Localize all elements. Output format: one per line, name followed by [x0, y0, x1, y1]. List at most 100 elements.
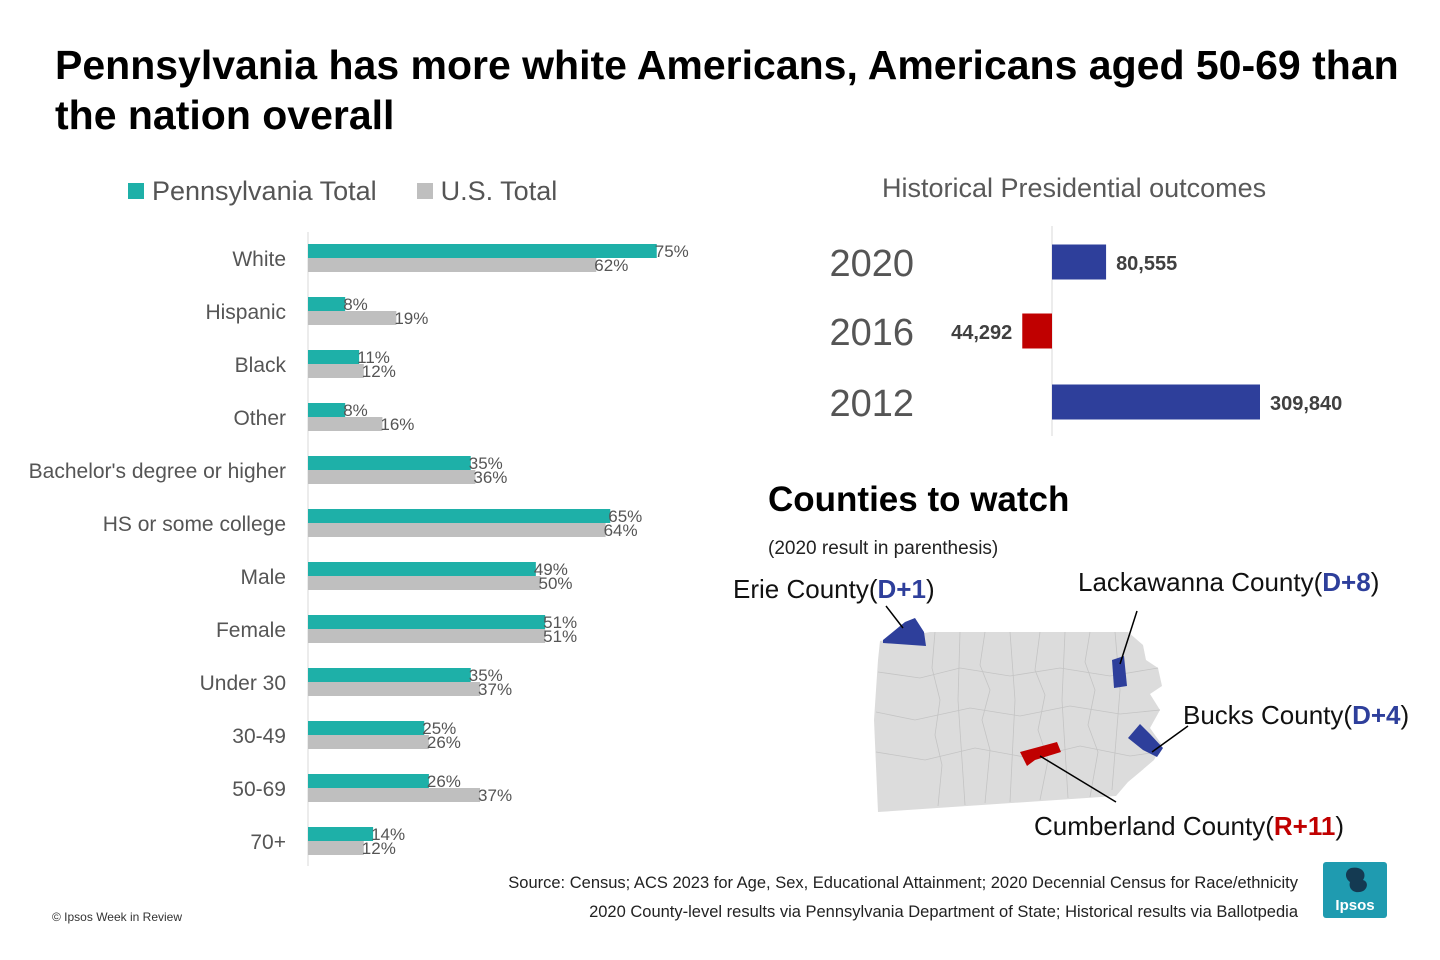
outcome-value-label-2016: 44,292: [951, 322, 1012, 344]
pa-bar-bachelor-s-degree-or-higher: [308, 456, 471, 470]
pa-value-label-other: 8%: [343, 401, 368, 420]
category-label-male: Male: [240, 566, 286, 589]
us-bar-50-69: [308, 788, 481, 802]
legend-swatch-pennsylvania: [128, 183, 144, 199]
bucks-callout-line: [1151, 725, 1189, 753]
cumberland-callout-line: [1039, 755, 1117, 803]
year-label-2020: 2020: [829, 243, 914, 285]
county-boundaries: [875, 631, 1161, 807]
chart-legend: Pennsylvania Total U.S. Total: [128, 174, 557, 208]
us-bar-black: [308, 364, 364, 378]
pa-value-label-white: 75%: [655, 242, 689, 261]
us-value-label-male: 50%: [539, 574, 573, 593]
pa-value-label-bachelor-s-degree-or-higher: 35%: [469, 454, 503, 473]
pa-value-label-under-30: 35%: [469, 666, 503, 685]
pa-bar-black: [308, 350, 360, 364]
category-label-70: 70+: [250, 831, 286, 854]
county-result-lackawanna: D+8: [1322, 567, 1371, 597]
county-label-cumberland: Cumberland County(R+11): [1034, 811, 1345, 841]
source-line-2: 2020 County-level results via Pennsylvan…: [589, 903, 1298, 921]
pa-bar-70: [308, 827, 374, 841]
category-label-female: Female: [216, 619, 286, 642]
us-value-label-black: 12%: [362, 362, 396, 381]
pa-value-label-male: 49%: [534, 560, 568, 579]
lackawanna-callout-line: [1119, 610, 1138, 665]
us-bar-hispanic: [308, 311, 397, 325]
us-bar-30-49: [308, 735, 429, 749]
pa-bar-50-69: [308, 774, 429, 788]
us-bar-under-30: [308, 682, 481, 696]
erie-callout-line: [885, 605, 904, 629]
cumberland-county-shape: [1020, 742, 1061, 766]
us-bar-70: [308, 841, 364, 855]
logo-text: Ipsos: [1335, 897, 1375, 914]
us-value-label-other: 16%: [380, 415, 414, 434]
pa-bar-under-30: [308, 668, 471, 682]
lackawanna-county-shape: [1112, 656, 1127, 688]
county-result-cumberland: R+11: [1273, 811, 1336, 841]
pa-value-label-hs-or-some-college: 65%: [608, 507, 642, 526]
county-label-erie: Erie County(D+1): [733, 574, 935, 604]
demographics-bar-chart: White 75%62%Hispanic 8%19%Black 11%12%Other…: [29, 232, 689, 866]
legend-swatch-us: [416, 183, 433, 199]
us-value-label-white: 62%: [594, 256, 628, 275]
ipsos-logo: Ipsos: [1323, 862, 1387, 918]
counties-subtitle: (2020 result in parenthesis): [768, 538, 999, 559]
county-result-bucks: D+4: [1352, 700, 1401, 730]
source-line-1: Source: Census; ACS 2023 for Age, Sex, E…: [508, 874, 1298, 892]
legend-label-pennsylvania: Pennsylvania Total: [152, 175, 377, 206]
us-bar-other: [308, 417, 383, 431]
us-value-label-hispanic: 19%: [394, 309, 428, 328]
category-label-hs-or-some-college: HS or some college: [103, 513, 286, 536]
us-bar-bachelor-s-degree-or-higher: [308, 470, 476, 484]
us-bar-female: [308, 629, 546, 643]
pa-bar-female: [308, 615, 546, 629]
outcome-value-label-2020: 80,555: [1116, 253, 1177, 275]
us-value-label-50-69: 37%: [478, 786, 512, 805]
category-label-white: White: [232, 248, 286, 271]
page-title: Pennsylvania has more white Americans, A…: [55, 42, 1399, 138]
us-value-label-hs-or-some-college: 64%: [604, 521, 638, 540]
us-value-label-30-49: 26%: [427, 733, 461, 752]
pa-bar-30-49: [308, 721, 425, 735]
category-label-black: Black: [235, 354, 287, 377]
us-bar-white: [308, 258, 597, 272]
pa-bar-hispanic: [308, 297, 346, 311]
county-label-lackawanna: Lackawanna County(D+8): [1078, 567, 1380, 597]
ipsos-logo-figure-icon: [1345, 867, 1367, 893]
county-label-bucks: Bucks County(D+4): [1183, 700, 1410, 730]
us-value-label-female: 51%: [543, 627, 577, 646]
pa-bar-male: [308, 562, 536, 576]
bucks-county-shape: [1128, 724, 1163, 757]
category-label-hispanic: Hispanic: [205, 301, 286, 324]
pa-value-label-black: 11%: [357, 348, 390, 367]
outcome-bar-2016: [1022, 313, 1052, 349]
us-bar-male: [308, 576, 541, 590]
pa-value-label-female: 51%: [543, 613, 577, 632]
county-result-erie: D+1: [877, 574, 926, 604]
pa-value-label-70: 14%: [371, 825, 405, 844]
historical-outcomes-chart: 2020 80,555 2016 44,292 2012 309,840: [829, 226, 1342, 436]
category-label-50-69: 50-69: [232, 778, 286, 801]
pa-bar-other: [308, 403, 346, 417]
category-label-other: Other: [233, 407, 286, 430]
pa-value-label-50-69: 26%: [427, 772, 461, 791]
counties-title: Counties to watch: [768, 480, 1070, 519]
us-value-label-bachelor-s-degree-or-higher: 36%: [473, 468, 507, 487]
outcome-bar-2020: [1052, 244, 1107, 280]
us-bar-hs-or-some-college: [308, 523, 606, 537]
erie-county-shape: [883, 618, 926, 646]
category-label-bachelor-s-degree-or-higher: Bachelor's degree or higher: [29, 460, 286, 483]
year-label-2012: 2012: [829, 383, 914, 425]
pa-value-label-30-49: 25%: [422, 719, 456, 738]
us-value-label-70: 12%: [362, 839, 396, 858]
pa-bar-white: [308, 244, 657, 258]
copyright-notice: © Ipsos Week in Review: [52, 910, 183, 924]
us-value-label-under-30: 37%: [478, 680, 512, 699]
outcome-bar-2012: [1052, 384, 1260, 420]
historical-chart-title: Historical Presidential outcomes: [882, 173, 1267, 203]
pa-bar-hs-or-some-college: [308, 509, 611, 523]
category-label-30-49: 30-49: [232, 725, 286, 748]
outcome-value-label-2012: 309,840: [1270, 393, 1342, 415]
pa-value-label-hispanic: 8%: [343, 295, 368, 314]
